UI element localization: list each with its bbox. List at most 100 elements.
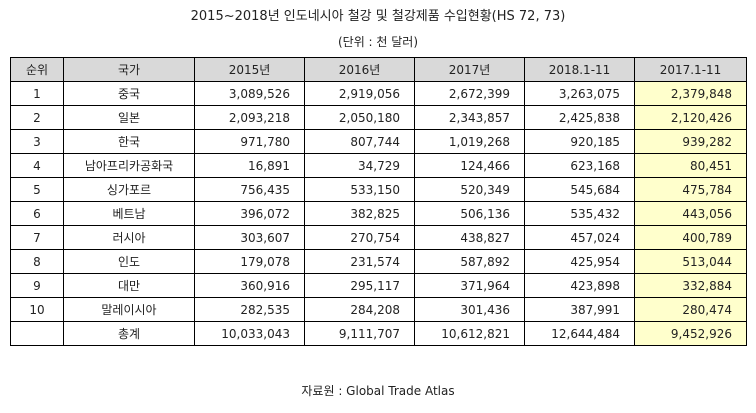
header-row: 순위 국가 2015년 2016년 2017년 2018.1-11 2017.1… <box>10 57 747 82</box>
value-2018-1-11-cell: 3,263,075 <box>524 81 635 106</box>
value-2016-cell: 270,754 <box>304 225 415 250</box>
value-2016-cell: 34,729 <box>304 153 415 178</box>
total-2017-1-11-cell: 9,452,926 <box>634 321 747 346</box>
header-rank: 순위 <box>10 57 64 82</box>
header-2015: 2015년 <box>194 57 305 82</box>
value-2017-cell: 587,892 <box>414 249 525 274</box>
country-cell: 대만 <box>63 273 195 298</box>
value-2017-cell: 301,436 <box>414 297 525 322</box>
rank-cell: 3 <box>10 129 64 154</box>
rank-cell: 9 <box>10 273 64 298</box>
table-title: 2015~2018년 인도네시아 철강 및 철강제품 수입현황(HS 72, 7… <box>190 9 566 24</box>
value-2016-cell: 284,208 <box>304 297 415 322</box>
value-2017-1-11-cell: 2,379,848 <box>634 81 747 106</box>
table-row: 2 일본 2,093,218 2,050,180 2,343,857 2,425,838 2… <box>10 105 747 130</box>
table-row: 1 중국 3,089,526 2,919,056 2,672,399 3,263,075 2… <box>10 81 747 106</box>
value-2016-cell: 231,574 <box>304 249 415 274</box>
value-2018-1-11-cell: 535,432 <box>524 201 635 226</box>
rank-cell: 6 <box>10 201 64 226</box>
country-cell: 일본 <box>63 105 195 130</box>
country-cell: 남아프리카공화국 <box>63 153 195 178</box>
total-2015-cell: 10,033,043 <box>194 321 305 346</box>
table-row: 8 인도 179,078 231,574 587,892 425,954 513,044 <box>10 249 747 274</box>
value-2018-1-11-cell: 623,168 <box>524 153 635 178</box>
rank-cell: 4 <box>10 153 64 178</box>
value-2017-cell: 438,827 <box>414 225 525 250</box>
value-2017-1-11-cell: 80,451 <box>634 153 747 178</box>
table-row: 4 남아프리카공화국 16,891 34,729 124,466 623,168 80,45… <box>10 153 747 178</box>
total-row: 총계 10,033,043 9,111,707 10,612,821 12,644,48… <box>10 321 747 346</box>
value-2017-cell: 1,019,268 <box>414 129 525 154</box>
total-rank-cell <box>10 321 64 346</box>
rank-cell: 1 <box>10 81 64 106</box>
value-2018-1-11-cell: 423,898 <box>524 273 635 298</box>
value-2017-cell: 506,136 <box>414 201 525 226</box>
value-2017-1-11-cell: 443,056 <box>634 201 747 226</box>
table-row: 10 말레이시아 282,535 284,208 301,436 387,991 280,4… <box>10 297 747 322</box>
header-country: 국가 <box>63 57 195 82</box>
value-2015-cell: 282,535 <box>194 297 305 322</box>
value-2017-1-11-cell: 280,474 <box>634 297 747 322</box>
value-2017-1-11-cell: 400,789 <box>634 225 747 250</box>
country-cell: 한국 <box>63 129 195 154</box>
header-2017-1-11: 2017.1-11 <box>634 57 747 82</box>
source-note: 자료원 : Global Trade Atlas <box>301 384 455 398</box>
rank-cell: 7 <box>10 225 64 250</box>
value-2015-cell: 2,093,218 <box>194 105 305 130</box>
unit-label: (단위 : 천 달러) <box>337 35 419 49</box>
value-2016-cell: 807,744 <box>304 129 415 154</box>
header-2018-1-11: 2018.1-11 <box>524 57 635 82</box>
value-2016-cell: 295,117 <box>304 273 415 298</box>
value-2017-cell: 371,964 <box>414 273 525 298</box>
value-2017-cell: 2,343,857 <box>414 105 525 130</box>
table-row: 3 한국 971,780 807,744 1,019,268 920,185 939,282 <box>10 129 747 154</box>
total-2017-cell: 10,612,821 <box>414 321 525 346</box>
country-cell: 중국 <box>63 81 195 106</box>
value-2015-cell: 360,916 <box>194 273 305 298</box>
total-label-cell: 총계 <box>63 321 195 346</box>
value-2015-cell: 303,607 <box>194 225 305 250</box>
value-2017-cell: 2,672,399 <box>414 81 525 106</box>
value-2015-cell: 756,435 <box>194 177 305 202</box>
country-cell: 베트남 <box>63 201 195 226</box>
value-2018-1-11-cell: 2,425,838 <box>524 105 635 130</box>
value-2017-1-11-cell: 475,784 <box>634 177 747 202</box>
value-2017-cell: 124,466 <box>414 153 525 178</box>
value-2015-cell: 3,089,526 <box>194 81 305 106</box>
country-cell: 인도 <box>63 249 195 274</box>
total-2016-cell: 9,111,707 <box>304 321 415 346</box>
rank-cell: 5 <box>10 177 64 202</box>
value-2016-cell: 2,050,180 <box>304 105 415 130</box>
value-2017-1-11-cell: 332,884 <box>634 273 747 298</box>
value-2018-1-11-cell: 545,684 <box>524 177 635 202</box>
value-2015-cell: 179,078 <box>194 249 305 274</box>
value-2016-cell: 2,919,056 <box>304 81 415 106</box>
import-table: 순위 국가 2015년 2016년 2017년 2018.1-11 2017.1… <box>10 57 747 346</box>
value-2017-1-11-cell: 939,282 <box>634 129 747 154</box>
country-cell: 러시아 <box>63 225 195 250</box>
value-2017-cell: 520,349 <box>414 177 525 202</box>
value-2018-1-11-cell: 920,185 <box>524 129 635 154</box>
country-cell: 싱가포르 <box>63 177 195 202</box>
value-2017-1-11-cell: 2,120,426 <box>634 105 747 130</box>
header-2016: 2016년 <box>304 57 415 82</box>
table-row: 7 러시아 303,607 270,754 438,827 457,024 400,789 <box>10 225 747 250</box>
header-2017: 2017년 <box>414 57 525 82</box>
value-2015-cell: 396,072 <box>194 201 305 226</box>
table-row: 9 대만 360,916 295,117 371,964 423,898 332,884 <box>10 273 747 298</box>
country-cell: 말레이시아 <box>63 297 195 322</box>
value-2018-1-11-cell: 457,024 <box>524 225 635 250</box>
value-2015-cell: 971,780 <box>194 129 305 154</box>
rank-cell: 8 <box>10 249 64 274</box>
value-2015-cell: 16,891 <box>194 153 305 178</box>
value-2016-cell: 533,150 <box>304 177 415 202</box>
table-row: 5 싱가포르 756,435 533,150 520,349 545,684 475,784 <box>10 177 747 202</box>
value-2017-1-11-cell: 513,044 <box>634 249 747 274</box>
value-2016-cell: 382,825 <box>304 201 415 226</box>
value-2018-1-11-cell: 425,954 <box>524 249 635 274</box>
table-row: 6 베트남 396,072 382,825 506,136 535,432 443,056 <box>10 201 747 226</box>
rank-cell: 10 <box>10 297 64 322</box>
total-2018-1-11-cell: 12,644,484 <box>524 321 635 346</box>
rank-cell: 2 <box>10 105 64 130</box>
value-2018-1-11-cell: 387,991 <box>524 297 635 322</box>
